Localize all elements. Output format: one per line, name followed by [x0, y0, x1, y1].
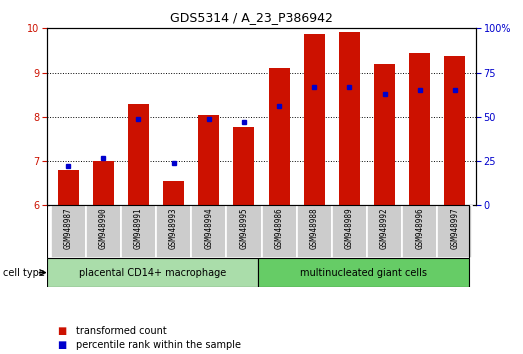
Bar [402, 205, 437, 258]
Bar [445, 56, 465, 205]
Bar [409, 53, 430, 205]
Bar [258, 258, 469, 287]
Text: cell type: cell type [3, 268, 44, 278]
Text: GSM948991: GSM948991 [134, 207, 143, 249]
Text: GSM948993: GSM948993 [169, 207, 178, 249]
Bar [47, 258, 258, 287]
Text: GSM948989: GSM948989 [345, 207, 354, 249]
Text: percentile rank within the sample: percentile rank within the sample [76, 340, 241, 350]
Text: GSM948995: GSM948995 [240, 207, 248, 249]
Bar [86, 205, 121, 258]
Bar [51, 205, 86, 258]
Bar [191, 205, 226, 258]
Bar [332, 205, 367, 258]
Bar [233, 127, 255, 205]
Bar [226, 205, 262, 258]
Bar [297, 205, 332, 258]
Bar [93, 161, 114, 205]
Bar [367, 205, 402, 258]
Text: GSM948992: GSM948992 [380, 207, 389, 249]
Text: ■: ■ [58, 326, 67, 336]
Bar [128, 103, 149, 205]
Bar [268, 68, 290, 205]
Text: GSM948990: GSM948990 [99, 207, 108, 249]
Text: placental CD14+ macrophage: placental CD14+ macrophage [79, 268, 226, 278]
Text: transformed count: transformed count [76, 326, 167, 336]
Text: GSM948987: GSM948987 [64, 207, 73, 249]
Text: GDS5314 / A_23_P386942: GDS5314 / A_23_P386942 [169, 11, 333, 24]
Bar [374, 64, 395, 205]
Bar [121, 205, 156, 258]
Text: GSM948986: GSM948986 [275, 207, 283, 249]
Text: GSM948996: GSM948996 [415, 207, 424, 249]
Bar [262, 205, 297, 258]
Text: ■: ■ [58, 340, 67, 350]
Text: GSM948994: GSM948994 [204, 207, 213, 249]
Bar [437, 205, 472, 258]
Text: multinucleated giant cells: multinucleated giant cells [300, 268, 427, 278]
Bar [163, 181, 184, 205]
Bar [339, 32, 360, 205]
Text: GSM948997: GSM948997 [450, 207, 459, 249]
Bar [58, 170, 78, 205]
Bar [198, 115, 219, 205]
Bar [156, 205, 191, 258]
Text: GSM948988: GSM948988 [310, 207, 319, 249]
Bar [304, 34, 325, 205]
